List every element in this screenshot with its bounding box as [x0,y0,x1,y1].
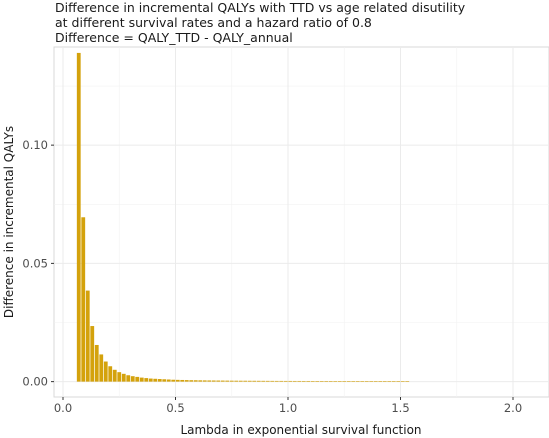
bar [391,381,396,382]
x-axis-label: Lambda in exponential survival function [180,423,421,437]
bar [117,372,122,382]
bar [364,381,369,382]
bar [252,380,257,382]
x-tick-label: 1.0 [279,401,297,415]
bar [198,380,203,382]
chart-title: Difference in incremental QALYs with TTD… [55,0,465,45]
bar [103,361,108,382]
bar [256,380,261,382]
bar [180,379,185,382]
x-tick-label: 2.0 [504,401,522,415]
bar [360,381,365,382]
bar [342,381,347,382]
bar [108,366,113,382]
bar [184,380,189,382]
bar [333,381,338,382]
y-tick-label: 0.05 [22,256,48,270]
bar [238,380,243,382]
bar [265,380,270,382]
bar [337,381,342,382]
bar [234,380,239,382]
bar [157,379,162,382]
bar [306,380,311,382]
x-tick-label: 0.0 [54,401,72,415]
bar [216,380,221,382]
bar [225,380,230,382]
bar [369,381,374,382]
bar [202,380,207,382]
bar [94,344,99,382]
bar [76,52,81,382]
bar [135,376,140,382]
bar [297,380,302,382]
plot-panel [53,46,549,398]
bar [193,380,198,382]
bar [324,381,329,382]
bar [166,379,171,382]
chart-title-line-1: Difference in incremental QALYs with TTD… [55,0,466,15]
bar [270,380,275,382]
y-axis-label: Difference in incremental QALYs [2,126,16,318]
bar [405,381,410,382]
bar [261,380,266,382]
bar [328,381,333,382]
bar [373,381,378,382]
bar [162,379,167,382]
bar [90,326,95,382]
bar [247,380,252,382]
grid-lines [54,47,549,397]
bar [319,381,324,382]
bar [382,381,387,382]
bar [396,381,401,382]
bar [301,380,306,382]
bar [99,354,104,382]
bar [378,381,383,382]
bar [310,381,315,382]
bar [279,380,284,382]
chart-title-line-3: Difference = QALY_TTD - QALY_annual [55,30,293,45]
y-tick-label: 0.00 [22,375,48,389]
bar [351,381,356,382]
x-tick-label: 1.5 [391,401,409,415]
x-tick-label: 0.5 [166,401,184,415]
bar [189,380,194,382]
bar [400,381,405,382]
bar [292,380,297,382]
bar [315,381,320,382]
bar [229,380,234,382]
bar [171,379,176,382]
y-tick-label: 0.10 [22,138,48,152]
bar [220,380,225,382]
bar [274,380,279,382]
bar [283,380,288,382]
bar [288,380,293,382]
bar [207,380,212,382]
bar [81,217,86,382]
bar [112,369,117,382]
bar [175,379,180,382]
bar [126,375,131,382]
bar [148,378,153,382]
bar [153,378,158,382]
bars [76,52,410,382]
bar [139,377,144,382]
bar [85,290,90,382]
bar [346,381,351,382]
bar [130,376,135,382]
bar [355,381,360,382]
bar [243,380,248,382]
x-axis-ticks: 0.0 0.5 1.0 1.5 2.0 [54,397,522,415]
bar [211,380,216,382]
bar [144,378,149,382]
chart-title-line-2: at different survival rates and a hazard… [55,15,372,30]
y-axis-ticks: 0.00 0.05 0.10 [22,138,54,389]
bar [121,373,126,382]
bar [387,381,392,382]
